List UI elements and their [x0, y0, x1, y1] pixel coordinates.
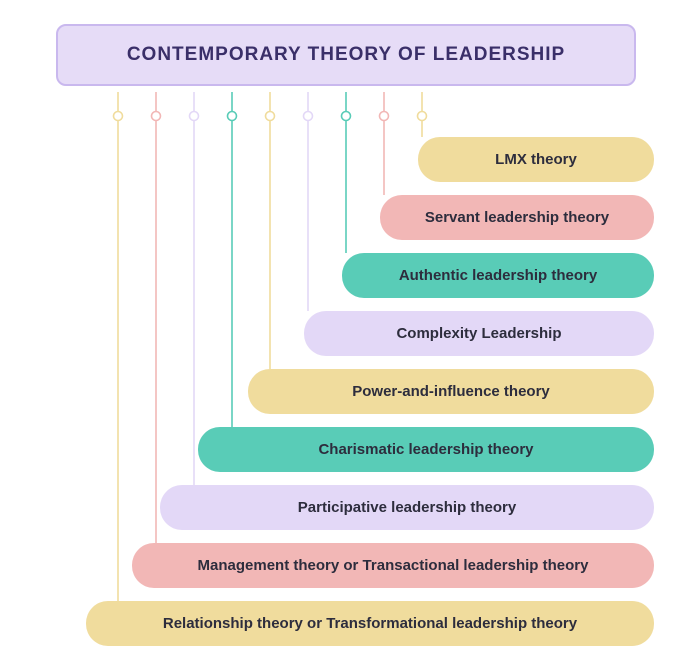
theory-item-label: Charismatic leadership theory [318, 441, 533, 458]
theory-item-label: Relationship theory or Transformational … [163, 615, 577, 632]
title-text: CONTEMPORARY THEORY OF LEADERSHIP [127, 44, 565, 65]
theory-item: Management theory or Transactional leade… [132, 543, 654, 588]
theory-item-label: Participative leadership theory [298, 499, 516, 516]
theory-item: Complexity Leadership [304, 311, 654, 356]
theory-item-label: LMX theory [495, 151, 577, 168]
theory-item: Servant leadership theory [380, 195, 654, 240]
theory-item-label: Authentic leadership theory [399, 267, 597, 284]
theory-item: Power-and-influence theory [248, 369, 654, 414]
theory-item: Relationship theory or Transformational … [86, 601, 654, 646]
diagram-container: CONTEMPORARY THEORY OF LEADERSHIP [56, 24, 636, 86]
theory-item: LMX theory [418, 137, 654, 182]
theory-item-label: Management theory or Transactional leade… [198, 557, 589, 574]
theory-item: Participative leadership theory [160, 485, 654, 530]
theory-item-label: Power-and-influence theory [352, 383, 550, 400]
theory-item: Charismatic leadership theory [198, 427, 654, 472]
theory-item-label: Complexity Leadership [396, 325, 561, 342]
theory-item: Authentic leadership theory [342, 253, 654, 298]
theory-item-label: Servant leadership theory [425, 209, 609, 226]
title-box: CONTEMPORARY THEORY OF LEADERSHIP [56, 24, 636, 86]
